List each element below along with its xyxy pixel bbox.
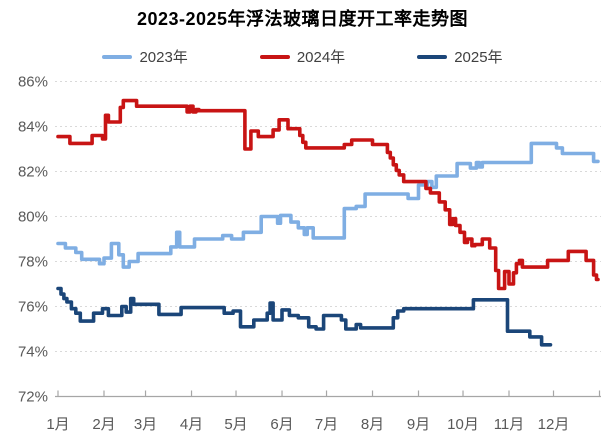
y-axis-label-78: 78%	[18, 254, 48, 271]
y-axis-label-82: 82%	[18, 164, 48, 181]
x-axis-label-10月: 10月	[447, 416, 479, 433]
legend-item-2023年: 2023年	[102, 46, 188, 67]
y-axis-label-84: 84%	[18, 119, 48, 136]
x-axis-label-7月: 7月	[315, 416, 338, 433]
series-line-2023年	[56, 141, 600, 269]
legend-item-2025年: 2025年	[417, 46, 503, 67]
x-axis-label-11月: 11月	[494, 416, 525, 433]
x-axis-label-1月: 1月	[46, 416, 69, 433]
x-axis-label-5月: 5月	[224, 416, 247, 433]
legend-label-2023年: 2023年	[139, 49, 188, 66]
x-axis-label-3月: 3月	[134, 416, 157, 433]
x-axis-label-8月: 8月	[361, 416, 384, 433]
y-axis-label-80: 80%	[18, 209, 48, 226]
x-axis-label-9月: 9月	[407, 416, 430, 433]
y-axis-label-72: 72%	[18, 389, 48, 406]
x-axis-label-6月: 6月	[270, 416, 293, 433]
x-axis-label-2月: 2月	[92, 416, 115, 433]
chart-title: 2023-2025年浮法玻璃日度开工率走势图	[136, 9, 469, 29]
y-axis-label-74: 74%	[18, 344, 48, 361]
series-line-2025年	[56, 286, 553, 347]
y-axis-label-76: 76%	[18, 299, 48, 316]
legend-label-2024年: 2024年	[296, 49, 346, 66]
legend-swatch-2024年	[259, 54, 290, 59]
x-axis-label-12月: 12月	[538, 416, 570, 433]
chart-legend: 2023年 2024年 2025年	[0, 46, 605, 67]
y-axis-label-86: 86%	[18, 74, 48, 91]
legend-label-2025年: 2025年	[454, 49, 503, 66]
legend-swatch-2025年	[417, 54, 448, 59]
legend-item-2024年: 2024年	[259, 46, 346, 67]
legend-swatch-2023年	[102, 54, 133, 59]
x-axis-label-4月: 4月	[180, 416, 203, 433]
series-line-2024年	[56, 98, 600, 291]
